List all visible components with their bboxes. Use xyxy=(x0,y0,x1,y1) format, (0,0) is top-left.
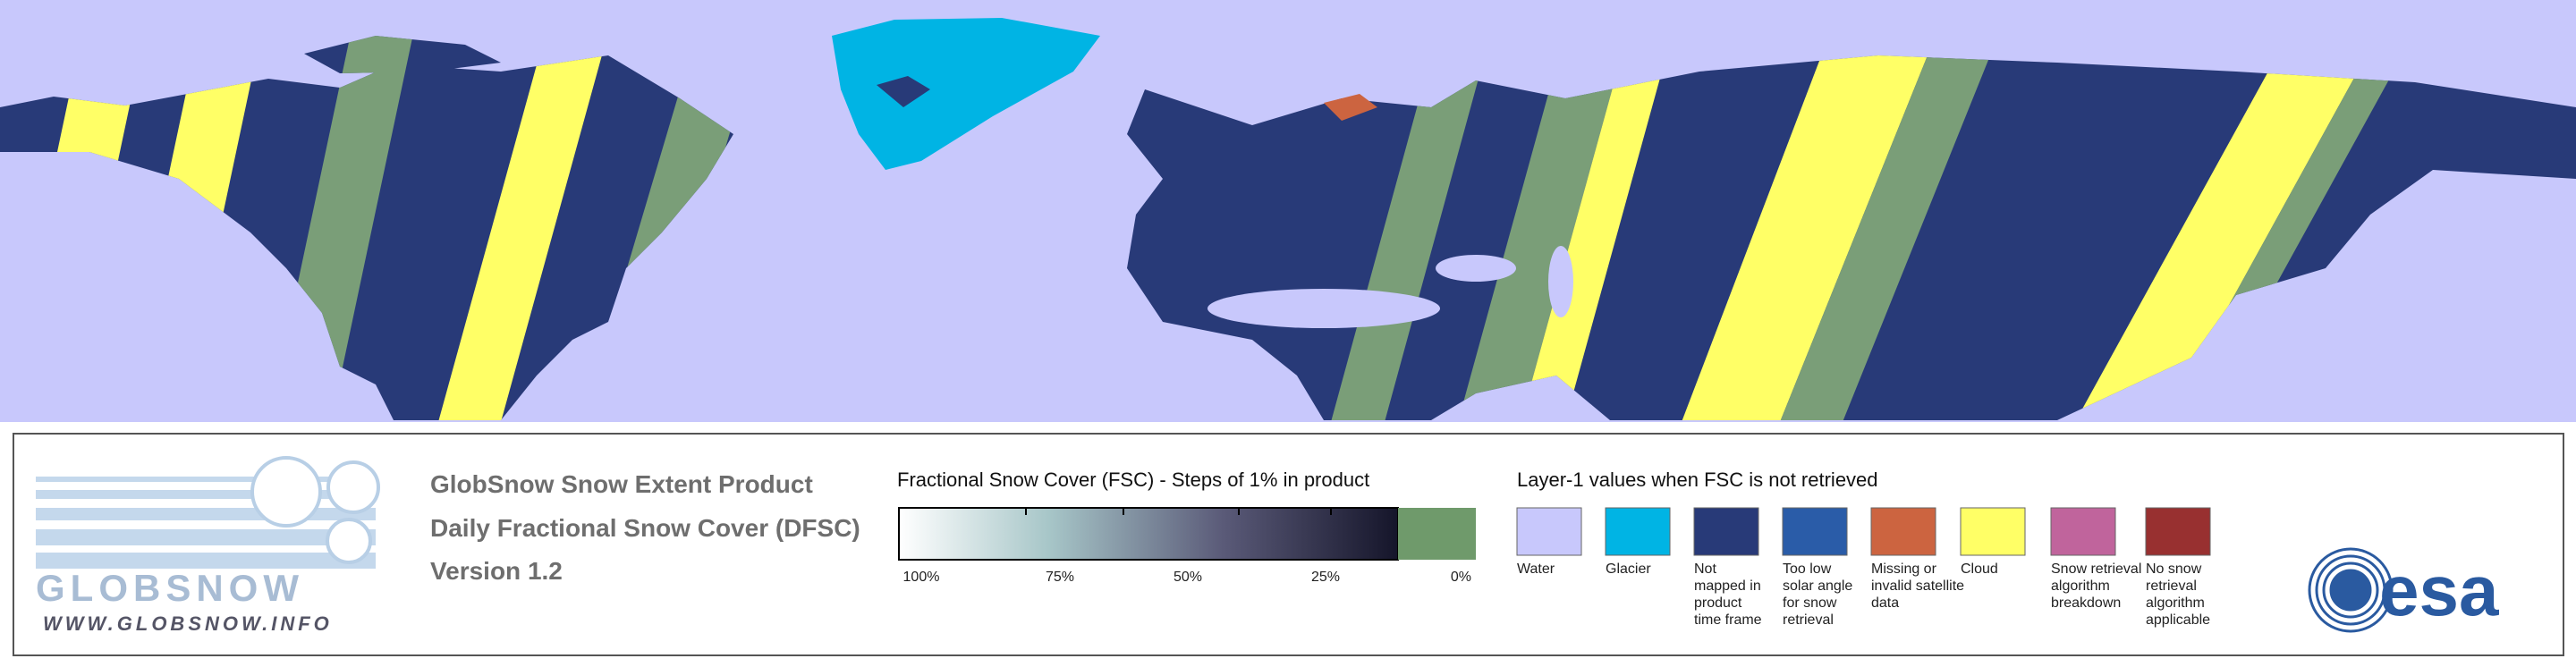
legend-label: retrieval xyxy=(2146,578,2197,594)
legend-label: retrieval xyxy=(1783,612,1834,628)
legend-swatch xyxy=(1693,507,1759,556)
fsc-zero-swatch xyxy=(1398,508,1476,560)
header-line: Version 1.2 xyxy=(430,557,563,585)
header-line: Daily Fractional Snow Cover (DFSC) xyxy=(430,514,860,542)
legend-label: breakdown xyxy=(2051,595,2121,611)
legend-label: algorithm xyxy=(2051,578,2110,594)
legend-label: mapped in xyxy=(1694,578,1761,594)
legend-label: for snow xyxy=(1783,595,1837,611)
legend-label: No snow xyxy=(2146,561,2202,577)
legend-swatch xyxy=(1782,507,1848,556)
legend-swatch xyxy=(2050,507,2116,556)
colorbar-ticks xyxy=(1025,508,1332,515)
header-line: GlobSnow Snow Extent Product xyxy=(430,470,813,498)
legend-label: Too low xyxy=(1783,561,1832,577)
fsc-tick-label: 100% xyxy=(903,570,940,585)
fsc-tick-labels: 100% 75% 50% 25% 0% xyxy=(903,570,1471,585)
legend-swatch xyxy=(1605,507,1671,556)
legend-label: Snow retrieval xyxy=(2051,561,2141,577)
legend-label: Missing or xyxy=(1871,561,1937,577)
fsc-colorbar xyxy=(898,507,1399,561)
legend-label: solar angle xyxy=(1783,578,1852,594)
legend-label: product xyxy=(1694,595,1742,611)
fsc-tick-label: 50% xyxy=(1174,570,1202,585)
map xyxy=(0,0,2576,422)
legend-label: Cloud xyxy=(1961,561,1998,577)
fsc-tick-label: 25% xyxy=(1311,570,1340,585)
logo-url: WWW.GLOBSNOW.INFO xyxy=(43,612,333,635)
fsc-tick-label: 75% xyxy=(1046,570,1074,585)
fsc-title: Fractional Snow Cover (FSC) - Steps of 1… xyxy=(897,469,1369,491)
legend-label: Not xyxy=(1694,561,1716,577)
layer1-title: Layer-1 values when FSC is not retrieved xyxy=(1517,469,1878,491)
legend-swatch xyxy=(1516,507,1582,556)
globsnow-logo: GLOBSNOW WWW.GLOBSNOW.INFO xyxy=(36,456,380,635)
legend-label: Water xyxy=(1517,561,1555,577)
legend-swatch xyxy=(2145,507,2211,556)
legend-label: Glacier xyxy=(1606,561,1651,577)
fsc-tick-label: 0% xyxy=(1451,570,1471,585)
legend-swatch xyxy=(1960,507,2026,556)
logo-name: GLOBSNOW xyxy=(36,567,304,609)
esa-logo xyxy=(2308,547,2394,633)
legend-label: data xyxy=(1871,595,1899,611)
legend-label: invalid satellite xyxy=(1871,578,1964,594)
esa-text: esa xyxy=(2379,551,2499,630)
legend-label: time frame xyxy=(1694,612,1762,628)
legend-label: algorithm xyxy=(2146,595,2205,611)
legend-label: applicable xyxy=(2146,612,2210,628)
legend-swatch xyxy=(1870,507,1936,556)
